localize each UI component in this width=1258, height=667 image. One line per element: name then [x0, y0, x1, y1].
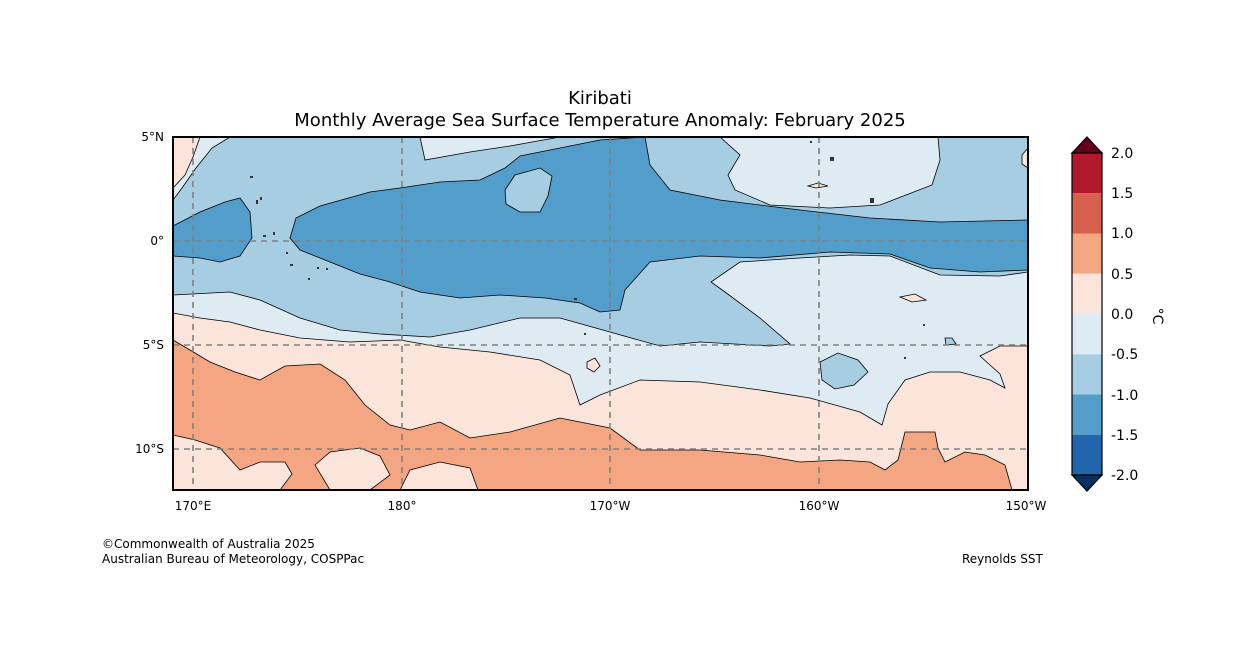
colorbar-tick-label: 1.0	[1111, 226, 1133, 242]
credit-block: ©Commonwealth of Australia 2025 Australi…	[102, 537, 364, 567]
colorbar-tick-label: -1.5	[1111, 428, 1138, 444]
anomaly-blob-neg1	[504, 167, 553, 213]
lat-tick-label: 5°N	[141, 130, 164, 144]
colorbar-segment	[1072, 434, 1102, 475]
colorbar-tick-label: 2.0	[1111, 146, 1133, 162]
lon-tick-label: 170°E	[175, 499, 212, 513]
colorbar-tick-label: -1.0	[1111, 388, 1138, 404]
colorbar-tick-label: 1.5	[1111, 186, 1133, 202]
anomaly-blob-neg1	[819, 352, 869, 390]
colorbar-segment	[1072, 193, 1102, 234]
agency-text: Australian Bureau of Meteorology, COSPPa…	[102, 552, 365, 566]
lon-tick-label: 180°	[388, 499, 417, 513]
colorbar-segment	[1072, 314, 1102, 355]
anomaly-island-0-05	[173, 434, 293, 490]
map-frame	[172, 136, 1029, 491]
lon-tick-label: 150°W	[1006, 499, 1047, 513]
colorbar-tick-label: -2.0	[1111, 468, 1138, 484]
anomaly-patch	[1021, 147, 1028, 169]
anomaly-band-neg15-neg1	[289, 137, 1028, 313]
anomaly-band-neg15-neg1	[173, 197, 253, 263]
colorbar-frame	[1071, 152, 1103, 476]
copyright-text: ©Commonwealth of Australia 2025	[102, 537, 315, 551]
anomaly-patch	[898, 293, 928, 303]
map-subtitle: Monthly Average Sea Surface Temperature …	[294, 110, 906, 131]
colorbar-tick-label: -0.5	[1111, 347, 1138, 363]
lat-tick-label: 10°S	[135, 442, 164, 456]
lon-tick-label: 160°W	[799, 499, 840, 513]
colorbar-top-extension	[1070, 136, 1104, 154]
lon-tick-label: 170°W	[590, 499, 631, 513]
islands	[250, 141, 925, 359]
colorbar-segment	[1072, 233, 1102, 274]
lat-tick-label: 0°	[150, 234, 164, 248]
colorbar-tick-label: 0.5	[1111, 267, 1133, 283]
lat-tick-label: 5°S	[143, 338, 164, 352]
anomaly-island-0-05	[314, 447, 391, 490]
contour-fields	[173, 137, 1028, 490]
colorbar: 2.0 1.5 1.0 0.5 0.0 -0.5 -1.0 -1.5 -2.0 …	[1070, 136, 1165, 492]
colorbar-segment	[1072, 354, 1102, 395]
anomaly-island-0-05	[399, 461, 479, 490]
colorbar-tick-label: 0.0	[1111, 307, 1133, 323]
colorbar-segment	[1072, 153, 1102, 194]
map-title: Kiribati	[568, 88, 632, 109]
anomaly-patch	[586, 357, 601, 373]
colorbar-bottom-extension	[1070, 474, 1104, 492]
data-source-text: Reynolds SST	[962, 552, 1043, 566]
colorbar-segment	[1072, 273, 1102, 314]
gridlines	[173, 137, 1028, 490]
colorbar-unit-label: °C	[1149, 308, 1165, 325]
anomaly-patch	[944, 337, 957, 346]
colorbar-segment	[1072, 394, 1102, 435]
anomaly-band-05-1	[173, 339, 1013, 490]
anomaly-patch	[806, 182, 829, 189]
